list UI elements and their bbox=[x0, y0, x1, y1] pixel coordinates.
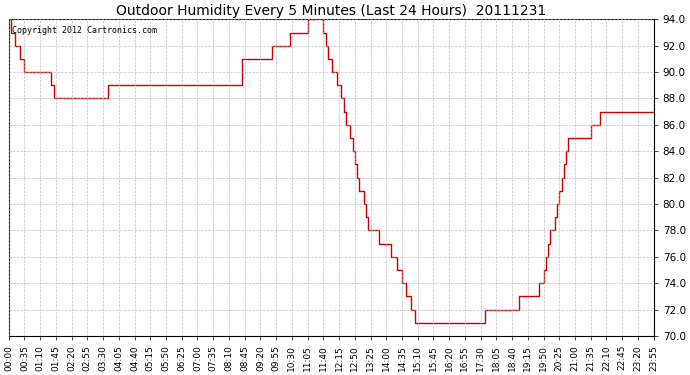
Text: Copyright 2012 Cartronics.com: Copyright 2012 Cartronics.com bbox=[12, 26, 157, 34]
Title: Outdoor Humidity Every 5 Minutes (Last 24 Hours)  20111231: Outdoor Humidity Every 5 Minutes (Last 2… bbox=[116, 4, 546, 18]
